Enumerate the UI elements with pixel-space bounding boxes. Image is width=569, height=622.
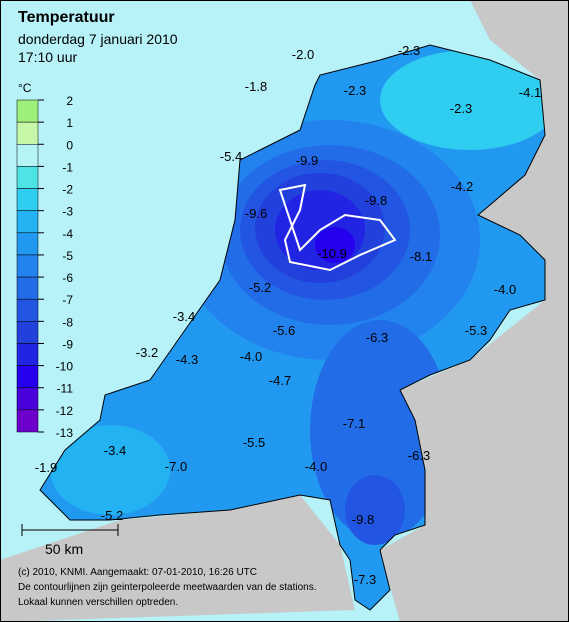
legend-tick-label: -9: [62, 337, 73, 351]
station-value: -4.2: [451, 179, 473, 194]
legend-tick-label: 0: [66, 138, 73, 152]
station-value: -9.8: [352, 512, 374, 527]
station-value: -5.2: [249, 280, 271, 295]
legend-tick-label: 1: [66, 116, 73, 130]
station-value: -7.3: [354, 572, 376, 587]
legend-swatch: [16, 343, 39, 366]
legend-tick-label: -3: [62, 205, 73, 219]
station-value: -1.9: [35, 460, 57, 475]
station-value: -2.0: [292, 47, 314, 62]
legend: 2 1 0 -1 -2 -3 -4 -5 -6 -7 -8 -9 -10 -11 -12 -13: [16, 94, 74, 440]
station-value: -9.9: [296, 153, 318, 168]
station-value: -6.3: [408, 448, 430, 463]
legend-tick-label: -11: [57, 382, 74, 396]
footer-line: Lokaal kunnen verschillen optreden.: [18, 597, 178, 608]
legend-swatch: [16, 276, 39, 300]
legend-swatch: [16, 298, 39, 322]
legend-swatch: [16, 387, 39, 411]
station-value: -3.4: [173, 309, 195, 324]
station-value: -8.1: [410, 249, 432, 264]
station-value: -9.8: [365, 193, 387, 208]
station-value: -2.3: [450, 101, 472, 116]
station-value: -7.1: [343, 416, 365, 431]
station-value: -4.1: [519, 85, 541, 100]
station-value: -1.8: [245, 79, 267, 94]
station-value: -3.4: [104, 443, 126, 458]
station-value: -5.4: [220, 149, 242, 164]
footer-line: De contourlijnen zijn geinterpoleerde me…: [18, 582, 317, 593]
legend-tick-label: -12: [56, 404, 74, 418]
legend-tick-label: -10: [56, 360, 74, 374]
station-value: -4.0: [240, 349, 262, 364]
date: donderdag 7 januari 2010: [18, 31, 178, 47]
legend-tick-label: -2: [62, 183, 73, 197]
legend-tick-label: -7: [62, 293, 73, 307]
station-value: -4.0: [305, 459, 327, 474]
station-value: -9.6: [245, 206, 267, 221]
legend-tick-label: 2: [66, 94, 73, 108]
station-value: -4.7: [269, 373, 291, 388]
station-value: -5.2: [101, 508, 123, 523]
station-value: -5.6: [273, 323, 295, 338]
station-labels: -2.0 -2.3 -1.8 -2.3 -4.1 -2.3 -5.4 -9.9 -9.8 -4.2…: [35, 43, 541, 587]
station-value: -5.3: [465, 323, 487, 338]
station-value: -4.3: [176, 352, 198, 367]
footer-line: (c) 2010, KNMI. Aangemaakt: 07-01-2010, …: [18, 567, 257, 578]
station-value: -7.0: [165, 459, 187, 474]
legend-swatch: [16, 409, 39, 433]
legend-swatch: [16, 321, 39, 344]
time: 17:10 uur: [18, 49, 77, 65]
ijsselmeer-shore: [278, 183, 397, 272]
legend-swatch: [16, 254, 39, 278]
legend-tick-label: -1: [62, 160, 73, 174]
legend-tick-label: -13: [56, 426, 74, 440]
station-value: -2.3: [398, 43, 420, 58]
legend-swatch: [16, 365, 39, 388]
legend-unit: °C: [18, 81, 32, 95]
station-value: -3.2: [136, 345, 158, 360]
legend-swatch: [16, 210, 39, 234]
legend-tick-label: -5: [62, 249, 73, 263]
legend-swatch: [16, 144, 39, 167]
legend-swatch: [16, 121, 39, 145]
legend-swatch: [16, 232, 39, 256]
legend-swatch: [16, 188, 39, 211]
station-value: -5.5: [243, 435, 265, 450]
station-value: -6.3: [366, 330, 388, 345]
legend-swatch: [16, 166, 39, 189]
title: Temperatuur: [18, 9, 115, 26]
legend-tick-label: -6: [62, 271, 73, 285]
station-value: -10.9: [317, 246, 347, 261]
station-value: -4.0: [494, 282, 516, 297]
legend-swatch: [16, 99, 39, 123]
station-value: -2.3: [344, 83, 366, 98]
legend-tick-label: -8: [62, 315, 73, 329]
land: [0, 495, 355, 622]
scale-label: 50 km: [45, 541, 83, 557]
legend-tick-label: -4: [62, 227, 73, 241]
